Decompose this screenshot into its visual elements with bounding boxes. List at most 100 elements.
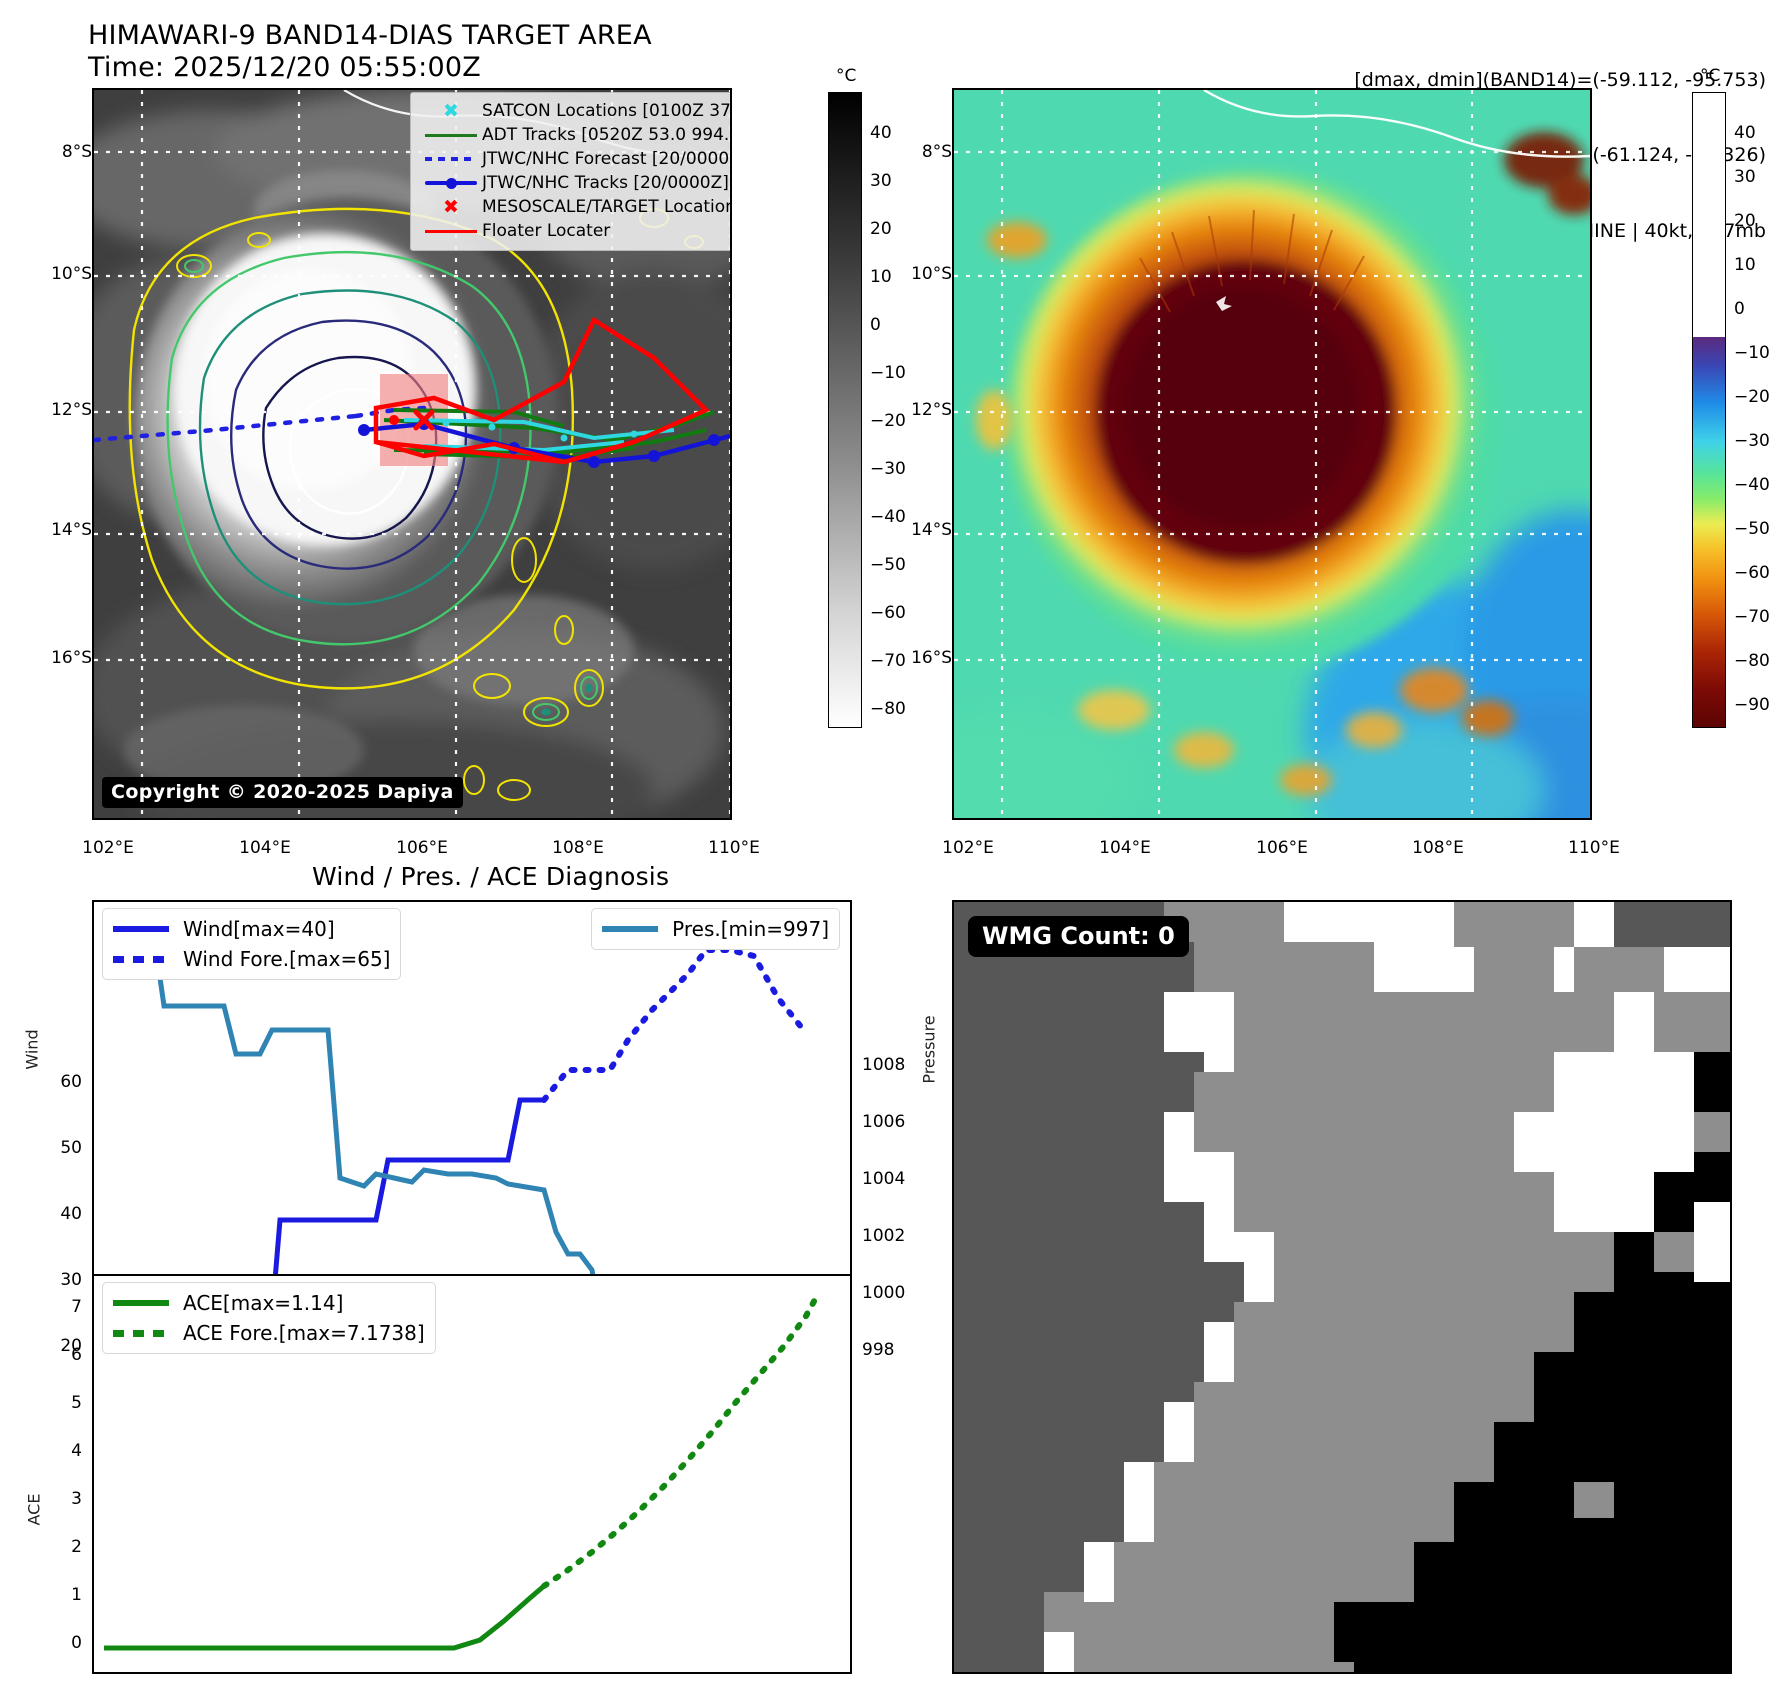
ir-lon-tick-4: 110°E <box>708 838 760 858</box>
legend-label-mesoscale: MESOSCALE/TARGET Location <box>482 196 732 217</box>
copyright-badge: Copyright © 2020-2025 Dapiya <box>102 777 463 808</box>
awv-cbar-tick-10: −60 <box>1734 563 1770 583</box>
ir-cbar-tick-3: 10 <box>870 267 892 287</box>
pressure-axis-label: Pressure <box>919 1015 939 1084</box>
ir-cbar-tick-0: 40 <box>870 123 892 143</box>
ir-cbar-tick-7: −30 <box>870 459 906 479</box>
legend-label-jtwc-forecast: JTWC/NHC Forecast [20/0000Z] <box>482 148 732 169</box>
awv-cbar-tick-11: −70 <box>1734 607 1770 627</box>
ir-cbar-tick-9: −50 <box>870 555 906 575</box>
wmg-canvas <box>954 902 1730 1672</box>
ace-canvas <box>104 1291 821 1651</box>
observation-time: Time: 2025/12/20 05:55:00Z <box>88 52 481 83</box>
ir-lon-tick-2: 106°E <box>396 838 448 858</box>
ace-ytick-2: 2 <box>71 1537 82 1557</box>
pressure-ytick-1: 1000 <box>862 1283 906 1303</box>
legend-item-jtwc-forecast[interactable]: JTWC/NHC Forecast [20/0000Z] <box>420 147 732 171</box>
dmax-band14-text: [dmax, dmin](BAND14)=(-59.112, -95.753) <box>1354 69 1766 92</box>
wind-ytick-2: 40 <box>60 1204 82 1224</box>
awv-cbar-tick-0: 40 <box>1734 123 1756 143</box>
ir-cbar-tick-4: 0 <box>870 315 881 335</box>
legend-item-adt[interactable]: ADT Tracks [0520Z 53.0 994.5] <box>420 123 732 147</box>
legend-item-ace[interactable]: ACE[max=1.14] <box>113 1288 425 1318</box>
awv-cbar-tick-8: −40 <box>1734 475 1770 495</box>
ir-cbar-tick-6: −20 <box>870 411 906 431</box>
wmg-mask-image[interactable]: WMG Count: 0 <box>952 900 1732 1674</box>
page-title: HIMAWARI-9 BAND14-DIAS TARGET AREA <box>88 20 652 51</box>
ir-lat-tick-3: 14°S <box>51 520 92 540</box>
legend-item-mesoscale[interactable]: ✖ MESOSCALE/TARGET Location <box>420 195 732 219</box>
ir-colorbar-unit: °C <box>836 66 857 86</box>
legend-label-ace: ACE[max=1.14] <box>183 1290 344 1315</box>
ir-cbar-tick-1: 30 <box>870 171 892 191</box>
pressure-ytick-4: 1006 <box>862 1112 906 1132</box>
ace-ytick-7: 7 <box>71 1297 82 1317</box>
legend-item-satcon[interactable]: ✖ SATCON Locations [0100Z 37 997] <box>420 99 730 123</box>
ir-satellite-image[interactable]: ✖ SATCON Locations [0100Z 37 997] ADT Tr… <box>92 88 732 820</box>
awv-cbar-tick-5: −10 <box>1734 343 1770 363</box>
awv-cbar-tick-2: 20 <box>1734 211 1756 231</box>
legend-item-wind-forecast[interactable]: Wind Fore.[max=65] <box>113 944 390 974</box>
awv-cbar-tick-4: 0 <box>1734 299 1745 319</box>
wind-ytick-1: 30 <box>60 1270 82 1290</box>
awv-lon-tick-2: 106°E <box>1256 838 1308 858</box>
awv-cbar-tick-6: −20 <box>1734 387 1770 407</box>
awv-cbar-tick-3: 10 <box>1734 255 1756 275</box>
pressure-legend: Pres.[min=997] <box>591 908 840 950</box>
ace-solid-line-icon <box>113 1300 183 1306</box>
awv-lon-tick-0: 102°E <box>942 838 994 858</box>
wind-solid-line-icon <box>113 926 183 932</box>
legend-label-jtwc-tracks: JTWC/NHC Tracks [20/0000Z] <box>482 172 729 193</box>
ir-lon-tick-1: 104°E <box>239 838 291 858</box>
awv-cbar-tick-9: −50 <box>1734 519 1770 539</box>
legend-item-pressure[interactable]: Pres.[min=997] <box>602 914 829 944</box>
pressure-ytick-3: 1004 <box>862 1169 906 1189</box>
awv-colorbar-unit: °C <box>1700 66 1721 86</box>
wind-ytick-4: 60 <box>60 1072 82 1092</box>
diagnosis-title: Wind / Pres. / ACE Diagnosis <box>312 862 670 891</box>
ir-lon-tick-0: 102°E <box>82 838 134 858</box>
ace-legend: ACE[max=1.14] ACE Fore.[max=7.1738] <box>102 1282 436 1354</box>
ir-cbar-tick-8: −40 <box>870 507 906 527</box>
legend-label-pressure: Pres.[min=997] <box>672 916 829 941</box>
satcon-x-icon: ✖ <box>443 99 459 122</box>
ir-lat-tick-0: 8°S <box>61 142 92 162</box>
ir-map-legend: ✖ SATCON Locations [0100Z 37 997] ADT Tr… <box>410 92 732 251</box>
legend-item-floater[interactable]: Floater Locater <box>420 219 730 243</box>
awv-lat-tick-0: 8°S <box>921 142 952 162</box>
awv-colorbar[interactable] <box>1692 92 1726 728</box>
wind-ytick-0: 20 <box>60 1336 82 1356</box>
legend-item-jtwc-tracks[interactable]: JTWC/NHC Tracks [20/0000Z] <box>420 171 730 195</box>
legend-item-wind[interactable]: Wind[max=40] <box>113 914 390 944</box>
awv-lat-tick-1: 10°S <box>911 264 952 284</box>
ir-cbar-tick-12: −80 <box>870 699 906 719</box>
jtwc-tracks-line-icon <box>420 173 482 193</box>
ir-lat-tick-4: 16°S <box>51 648 92 668</box>
legend-label-ace-forecast: ACE Fore.[max=7.1738] <box>183 1320 425 1345</box>
awv-cbar-tick-12: −80 <box>1734 651 1770 671</box>
ace-ytick-1: 1 <box>71 1585 82 1605</box>
awv-lat-tick-2: 12°S <box>911 400 952 420</box>
awv-image-canvas <box>954 90 1590 818</box>
awv-lat-tick-4: 16°S <box>911 648 952 668</box>
pressure-solid-line-icon <box>602 926 672 932</box>
legend-label-wind: Wind[max=40] <box>183 916 335 941</box>
wmg-count-badge: WMG Count: 0 <box>968 916 1189 957</box>
wind-dotted-line-icon <box>113 955 183 963</box>
floater-locater-line-icon <box>420 221 482 241</box>
legend-item-ace-forecast[interactable]: ACE Fore.[max=7.1738] <box>113 1318 425 1348</box>
ir-colorbar[interactable] <box>828 92 862 728</box>
ace-ytick-5: 5 <box>71 1393 82 1413</box>
ace-ytick-4: 4 <box>71 1441 82 1461</box>
ace-ytick-3: 3 <box>71 1489 82 1509</box>
awv-cbar-tick-7: −30 <box>1734 431 1770 451</box>
ir-cbar-tick-11: −70 <box>870 651 906 671</box>
legend-label-adt: ADT Tracks [0520Z 53.0 994.5] <box>482 124 732 145</box>
awv-satellite-image[interactable] <box>952 88 1592 820</box>
awv-cbar-tick-1: 30 <box>1734 167 1756 187</box>
legend-label-wind-forecast: Wind Fore.[max=65] <box>183 946 391 971</box>
adt-line-icon <box>420 125 482 145</box>
ace-plot-area[interactable]: ACE[max=1.14] ACE Fore.[max=7.1738] <box>92 1274 852 1674</box>
awv-lat-tick-3: 14°S <box>911 520 952 540</box>
legend-label-floater: Floater Locater <box>482 220 611 241</box>
